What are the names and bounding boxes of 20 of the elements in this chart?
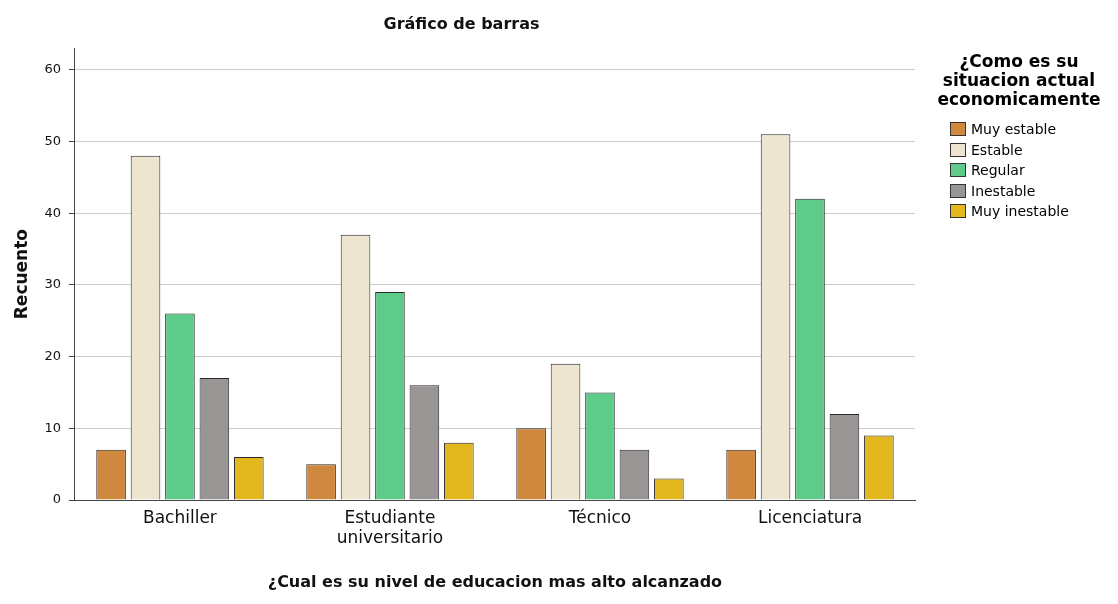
y-tick-label: 60 [44,61,61,77]
y-tick-label: 10 [44,419,61,435]
y-tick-label: 0 [52,491,61,507]
chart-title: Gráfico de barras [383,13,540,33]
legend-title: ¿Como es su situacion actual economicamente [936,51,1102,109]
legend-label: Muy inestable [971,203,1069,220]
x-tick-label: Bachiller [143,506,217,527]
y-tick-label: 40 [44,204,61,220]
y-tick-label: 30 [44,276,61,292]
x-tick-label: Estudiante universitario [336,506,444,548]
legend-label: Estable [971,141,1023,158]
y-tick-label: 50 [44,132,61,148]
y-tick-label: 20 [44,347,61,363]
legend-label: Regular [971,162,1025,179]
y-axis-title: Recuento [10,228,31,320]
legend-label: Muy estable [971,121,1057,138]
x-tick-label: Licenciatura [757,506,863,527]
x-axis-title: ¿Cual es su nivel de educacion mas alto alcanzado [267,571,723,591]
x-tick-label: Técnico [567,506,632,527]
legend-label: Inestable [971,182,1036,199]
